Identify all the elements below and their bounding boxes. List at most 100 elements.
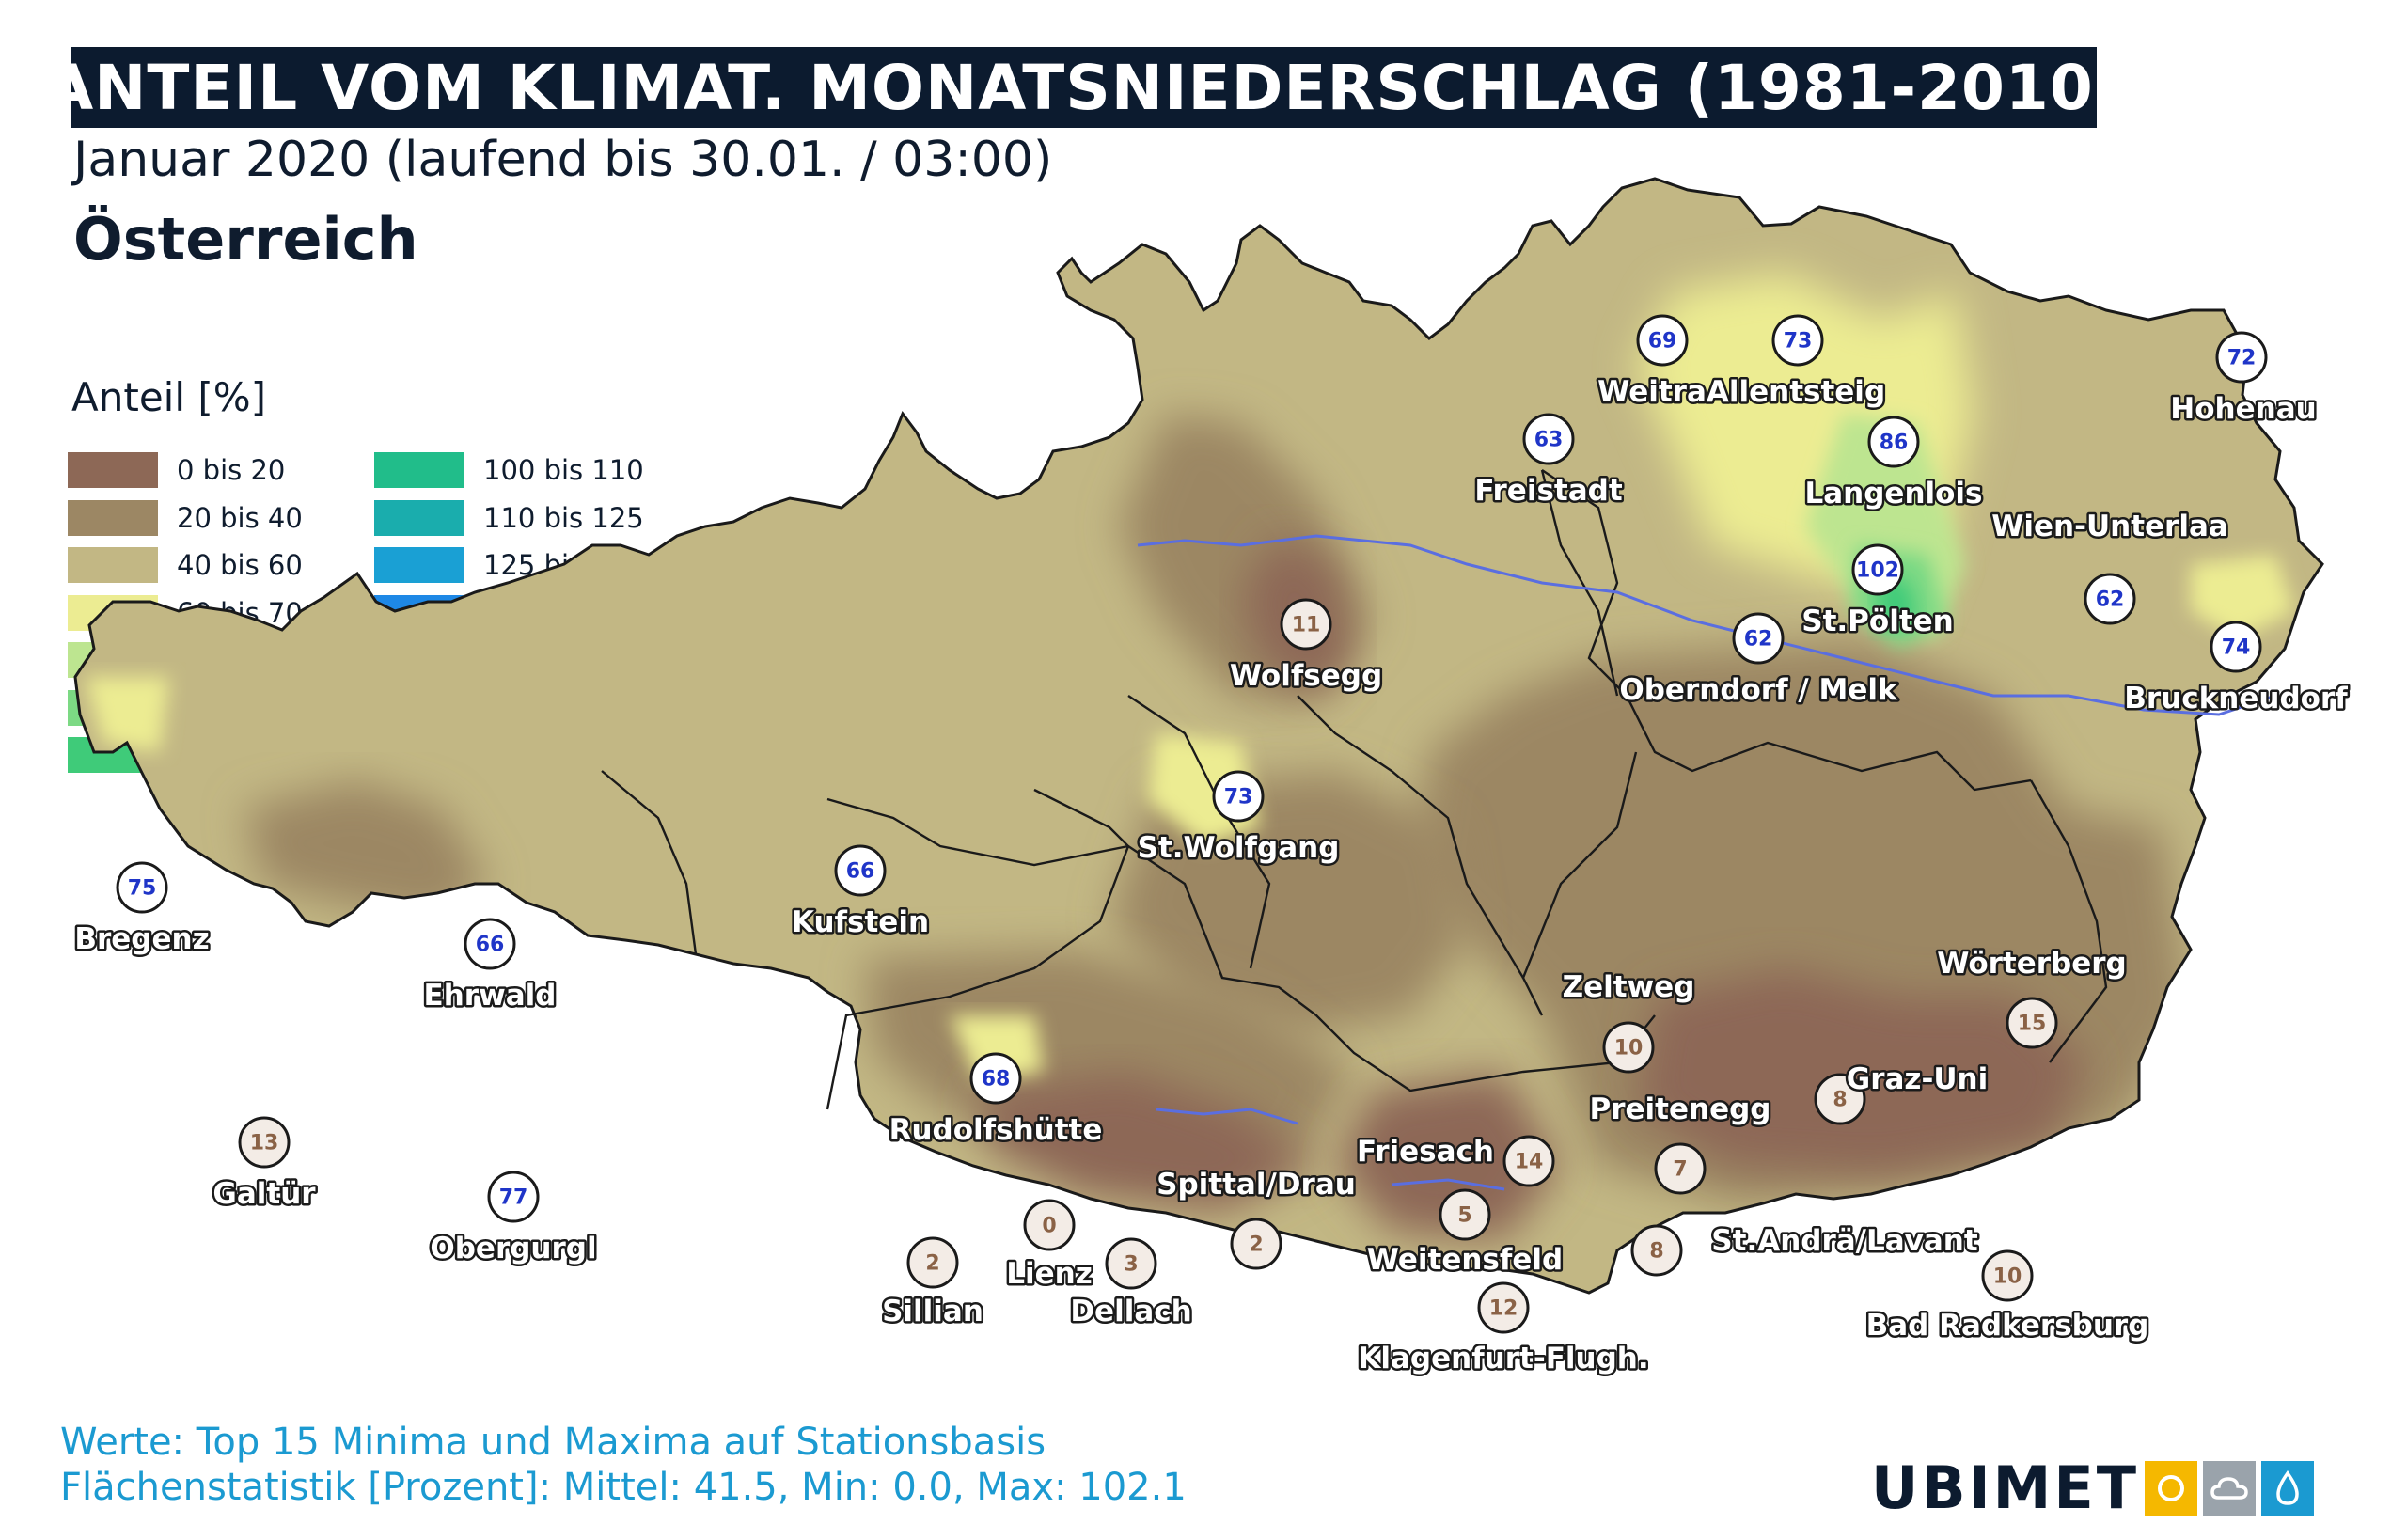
station-circle [1636, 314, 1689, 367]
station-name: Wörterberg [1937, 947, 2127, 981]
river-line [1156, 1108, 1298, 1125]
station-circle [116, 861, 168, 914]
region-label: Österreich [73, 205, 418, 274]
station-value: 68 [982, 1068, 1011, 1092]
fill-region [978, 1072, 1316, 1213]
station-marker: 77 Obergurgl [428, 1171, 599, 1268]
station-marker: 11 Wolfsegg [1227, 598, 1385, 696]
title-bar: ANTEIL VOM KLIMAT. MONATSNIEDERSCHLAG (1… [45, 47, 2122, 128]
station-value: 10 [1993, 1265, 2022, 1289]
station-circle [1522, 413, 1575, 465]
station-marker: 62 Wien-Unterlaa [1990, 508, 2230, 625]
legend-swatch [374, 547, 464, 583]
station-value: 66 [846, 860, 875, 884]
station-marker: 66 Kufstein [789, 844, 932, 942]
station-name: Allentsteig [1707, 375, 1885, 409]
station-name: Kufstein [792, 905, 929, 939]
station-name: St.Andrä/Lavant [1711, 1224, 1978, 1258]
station-circle [1502, 1135, 1555, 1187]
station-value: 86 [1880, 432, 1909, 455]
station-value: 73 [1224, 786, 1253, 809]
legend-item: 20 bis 40 [68, 499, 303, 537]
station-value: 63 [1534, 429, 1564, 452]
legend-label: 40 bis 60 [177, 549, 303, 581]
station-name: Graz-Uni [1847, 1062, 1988, 1096]
station-circle [906, 1236, 959, 1289]
station-value: 3 [1124, 1253, 1138, 1277]
station-marker: 86 Langenlois [1802, 416, 1985, 513]
station-name: Wien-Unterlaa [1991, 510, 2228, 543]
station-value: 11 [1292, 614, 1321, 637]
legend-swatch [68, 499, 158, 536]
station-circle [2006, 997, 2058, 1049]
station-circle [1630, 1224, 1683, 1277]
station-value: 0 [1042, 1215, 1056, 1238]
station-value: 2 [1249, 1234, 1263, 1257]
river-line [1137, 534, 2276, 716]
legend-item: 100 bis 110 [374, 451, 644, 489]
fill-region [85, 677, 169, 752]
sun-icon [2145, 1460, 2198, 1516]
legend-swatch [374, 499, 464, 536]
austria-border [73, 177, 2324, 1295]
station-marker: 66 Ehrwald [421, 918, 558, 1015]
station-value: 13 [250, 1132, 279, 1155]
fill-region [950, 1015, 1044, 1081]
station-circle [1230, 1218, 1282, 1270]
station-circle [1732, 612, 1785, 665]
precipitation-share-fill [75, 179, 2322, 1293]
map-subtitle: Januar 2020 (laufend bis 30.01. / 03:00) [73, 132, 1053, 188]
station-marker: 63 Freistadt [1472, 413, 1625, 511]
station-name: Langenlois [1804, 477, 1982, 511]
station-marker: 102 St.Pölten [1800, 543, 1956, 641]
drop-icon [2261, 1460, 2315, 1516]
station-circle [2084, 573, 2136, 625]
station-marker: 5 Weitensfeld [1364, 1188, 1565, 1280]
river-line [1391, 1178, 1505, 1191]
station-name: Freistadt [1474, 474, 1623, 508]
station-marker: 3 Dellach [1068, 1237, 1194, 1331]
state-border-line [826, 788, 1130, 1110]
station-name: Klagenfurt-Flugh. [1358, 1342, 1648, 1375]
legend-item: 40 bis 60 [68, 546, 303, 584]
station-name: Bruckneudorf [2124, 682, 2348, 715]
state-border-line [601, 770, 698, 955]
state-border-line [1127, 845, 1656, 1092]
station-value: 73 [1784, 330, 1813, 354]
legend-label: 100 bis 110 [483, 454, 644, 486]
map-title: ANTEIL VOM KLIMAT. MONATSNIEDERSCHLAG (1… [45, 51, 2123, 124]
station-circle [1439, 1188, 1491, 1241]
brand-name: UBIMET [1871, 1454, 2140, 1522]
station-marker: 10 Bad Radkersburg [1864, 1249, 2151, 1345]
station-value: 75 [128, 877, 157, 901]
station-name: Sillian [882, 1295, 983, 1328]
station-marker: 2 Spittal/Drau [1155, 1166, 1358, 1270]
ubimet-logo: UBIMET [1871, 1454, 2315, 1522]
station-value: 62 [2096, 589, 2125, 612]
legend-title: Anteil [%] [71, 374, 267, 420]
station-marker: 14 Friesach [1355, 1133, 1555, 1187]
station-value: 77 [499, 1186, 528, 1210]
station-name: Preitenegg [1590, 1092, 1771, 1126]
station-marker: 12 Klagenfurt-Flugh. [1356, 1281, 1651, 1378]
station-circle [1981, 1249, 2034, 1302]
legend-label: 0 bis 20 [177, 454, 286, 486]
station-circle [238, 1116, 291, 1169]
station-name: Weitra [1597, 375, 1707, 409]
station-marker: 73 Allentsteig [1704, 314, 1888, 412]
legend-item: 0 bis 20 [68, 451, 285, 489]
station-value: 74 [2222, 636, 2251, 660]
station-marker: 72 Hohenau [2168, 331, 2319, 429]
station-name: Rudolfshütte [889, 1113, 1103, 1147]
station-value: 10 [1614, 1037, 1644, 1061]
station-marker: 74 Bruckneudorf [2122, 621, 2351, 718]
station-name: Obergurgl [430, 1232, 596, 1265]
station-circle [2210, 621, 2262, 673]
station-value: 66 [476, 934, 505, 957]
station-name: Lienz [1006, 1257, 1093, 1291]
station-circle [1023, 1199, 1076, 1251]
station-marker: 62 Oberndorf / Melk [1617, 612, 1900, 710]
station-value: 8 [1833, 1089, 1847, 1112]
footer-line-values: Werte: Top 15 Minima und Maxima auf Stat… [60, 1421, 1046, 1464]
legend-item: 110 bis 125 [374, 499, 644, 537]
